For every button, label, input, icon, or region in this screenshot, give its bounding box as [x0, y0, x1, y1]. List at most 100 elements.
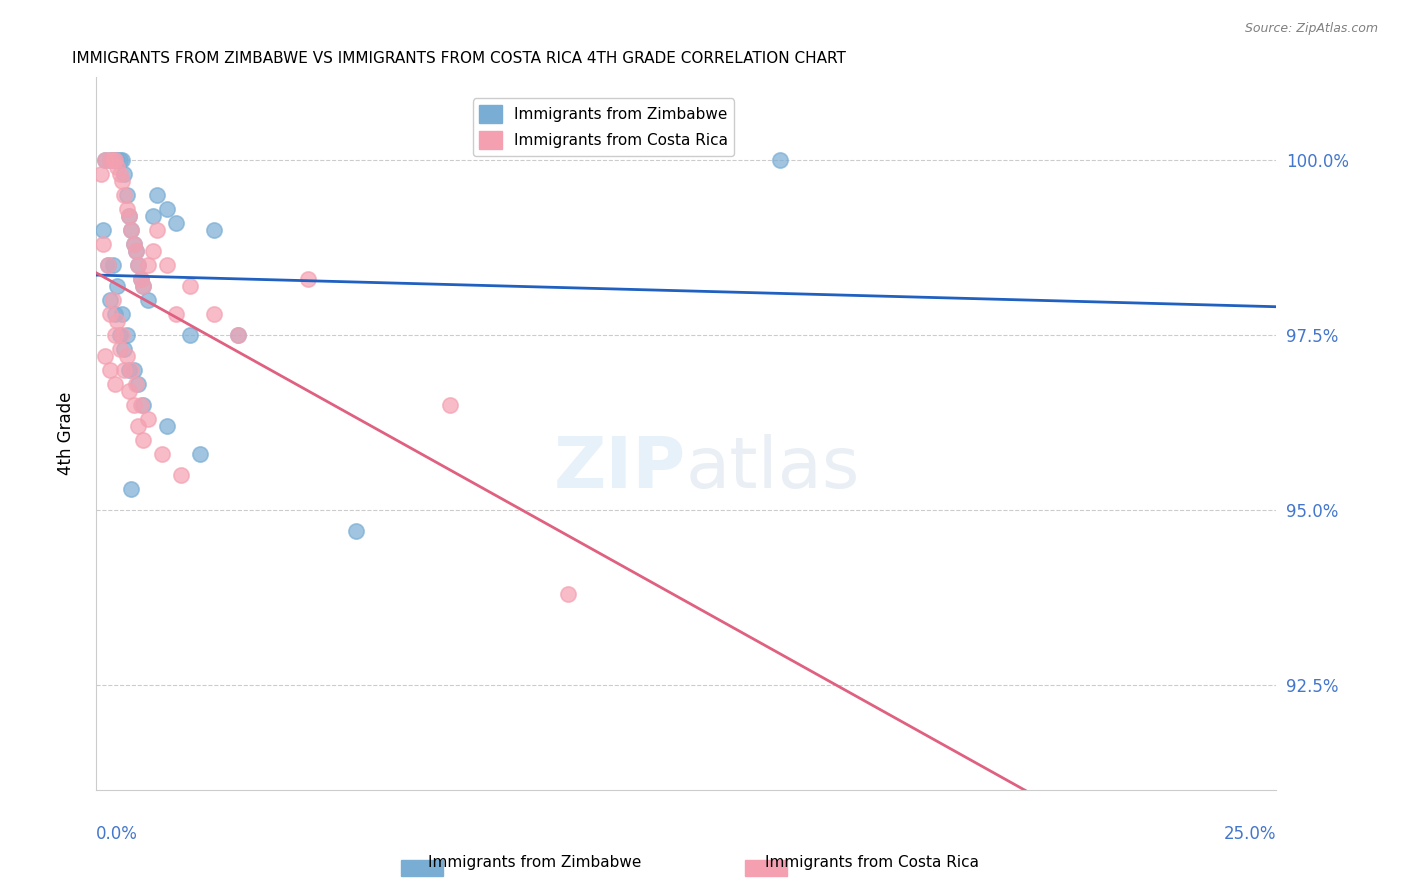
Point [101, 293, 124, 308]
Point [136, 412, 159, 426]
Point [156, 202, 179, 217]
Text: atlas: atlas [686, 434, 860, 503]
Point [104, 153, 127, 168]
Point [98, 363, 121, 377]
Point [118, 210, 141, 224]
Point [120, 223, 142, 237]
Point [108, 153, 131, 168]
Point [202, 307, 225, 321]
Point [112, 343, 135, 357]
Point [94, 349, 117, 363]
Point [132, 433, 155, 447]
Point [112, 363, 135, 377]
Point [188, 447, 211, 461]
Point [101, 258, 124, 272]
Point [98, 153, 121, 168]
Point [557, 587, 579, 601]
Point [142, 210, 165, 224]
Point [112, 188, 135, 202]
Point [129, 272, 152, 286]
Y-axis label: 4th Grade: 4th Grade [58, 392, 75, 475]
Point [128, 258, 150, 272]
Point [111, 328, 134, 343]
Point [202, 223, 225, 237]
Point [125, 377, 148, 392]
Point [118, 384, 141, 399]
Point [769, 153, 792, 168]
Point [105, 153, 128, 168]
Text: 25.0%: 25.0% [1223, 824, 1277, 843]
Point [136, 293, 159, 308]
Point [156, 258, 179, 272]
Point [91, 223, 114, 237]
Point [344, 524, 367, 538]
Point [94, 153, 117, 168]
Point [156, 419, 179, 434]
Text: Immigrants from Costa Rica: Immigrants from Costa Rica [765, 855, 979, 870]
Point [165, 216, 187, 230]
Point [98, 153, 121, 168]
Point [128, 377, 150, 392]
Point [105, 279, 128, 293]
Text: Source: ZipAtlas.com: Source: ZipAtlas.com [1244, 22, 1378, 36]
Point [226, 328, 249, 343]
Point [165, 307, 187, 321]
Point [226, 328, 249, 343]
Point [98, 307, 121, 321]
Text: ZIP: ZIP [554, 434, 686, 503]
Point [90, 168, 112, 182]
Point [115, 202, 138, 217]
Point [128, 419, 150, 434]
Point [120, 482, 142, 496]
Point [111, 153, 134, 168]
Point [132, 279, 155, 293]
Point [170, 468, 193, 483]
Point [101, 153, 124, 168]
Point [111, 307, 134, 321]
Point [97, 258, 120, 272]
Point [120, 363, 142, 377]
Point [129, 398, 152, 412]
Point [118, 210, 141, 224]
Point [122, 363, 145, 377]
Point [111, 174, 134, 188]
Point [146, 223, 169, 237]
Point [439, 398, 461, 412]
Text: 0.0%: 0.0% [96, 824, 138, 843]
Point [104, 328, 127, 343]
Point [142, 244, 165, 259]
Point [115, 188, 138, 202]
Point [97, 258, 120, 272]
Point [179, 279, 201, 293]
Text: IMMIGRANTS FROM ZIMBABWE VS IMMIGRANTS FROM COSTA RICA 4TH GRADE CORRELATION CHA: IMMIGRANTS FROM ZIMBABWE VS IMMIGRANTS F… [73, 51, 846, 66]
Point [146, 188, 169, 202]
Point [104, 377, 127, 392]
Point [125, 244, 148, 259]
Point [91, 237, 114, 252]
Point [125, 244, 148, 259]
Point [122, 237, 145, 252]
Point [105, 161, 128, 175]
Point [108, 343, 131, 357]
Text: R = 0.451   N = 51: R = 0.451 N = 51 [479, 123, 644, 138]
Point [122, 237, 145, 252]
Point [98, 293, 121, 308]
Point [136, 258, 159, 272]
Point [108, 168, 131, 182]
Point [101, 153, 124, 168]
Text: Immigrants from Zimbabwe: Immigrants from Zimbabwe [427, 855, 641, 870]
Point [129, 272, 152, 286]
Point [104, 153, 127, 168]
Point [128, 258, 150, 272]
Point [105, 314, 128, 328]
Point [132, 279, 155, 293]
Point [118, 363, 141, 377]
Point [179, 328, 201, 343]
Point [132, 398, 155, 412]
Point [150, 447, 173, 461]
Point [122, 398, 145, 412]
Point [120, 223, 142, 237]
Legend: Immigrants from Zimbabwe, Immigrants from Costa Rica: Immigrants from Zimbabwe, Immigrants fro… [472, 98, 734, 155]
Point [94, 153, 117, 168]
Text: R = 0.359   N = 43: R = 0.359 N = 43 [479, 102, 644, 117]
